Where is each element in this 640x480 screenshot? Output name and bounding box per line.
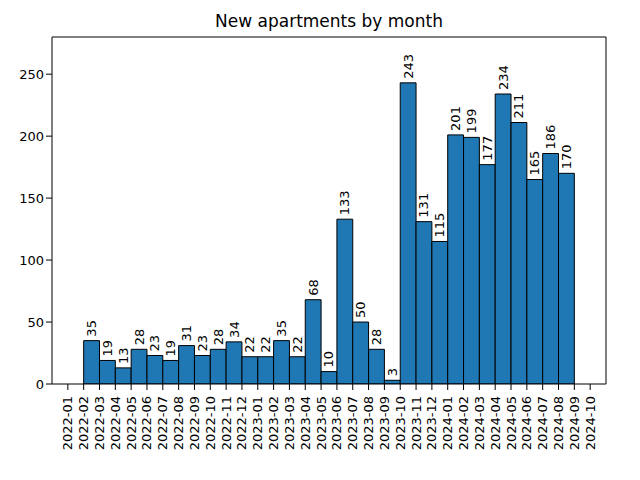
svg-text:13: 13 <box>116 347 131 364</box>
svg-text:2022-05: 2022-05 <box>124 396 139 450</box>
svg-text:2024-08: 2024-08 <box>551 396 566 450</box>
svg-text:22: 22 <box>290 336 305 353</box>
svg-text:2024-05: 2024-05 <box>504 396 519 450</box>
svg-text:133: 133 <box>337 190 352 215</box>
svg-text:23: 23 <box>195 335 210 352</box>
svg-text:35: 35 <box>274 320 289 337</box>
svg-text:2023-11: 2023-11 <box>409 396 424 450</box>
svg-text:35: 35 <box>84 320 99 337</box>
svg-text:201: 201 <box>448 106 463 131</box>
svg-text:28: 28 <box>211 329 226 346</box>
svg-text:2023-10: 2023-10 <box>393 396 408 450</box>
svg-text:2022-10: 2022-10 <box>203 396 218 450</box>
svg-text:2022-09: 2022-09 <box>187 396 202 450</box>
svg-text:50: 50 <box>27 315 44 330</box>
svg-text:2023-02: 2023-02 <box>266 396 281 450</box>
svg-text:34: 34 <box>227 321 242 338</box>
svg-text:131: 131 <box>416 193 431 218</box>
svg-text:2022-06: 2022-06 <box>139 396 154 450</box>
svg-text:199: 199 <box>464 109 479 134</box>
svg-text:2024-09: 2024-09 <box>567 396 582 450</box>
svg-text:2023-06: 2023-06 <box>329 396 344 450</box>
svg-text:234: 234 <box>496 65 511 90</box>
svg-text:10: 10 <box>322 351 337 368</box>
svg-text:22: 22 <box>242 336 257 353</box>
svg-text:2022-08: 2022-08 <box>171 396 186 450</box>
svg-text:23: 23 <box>147 335 162 352</box>
svg-text:31: 31 <box>179 325 194 342</box>
svg-text:250: 250 <box>19 67 44 82</box>
svg-text:200: 200 <box>19 129 44 144</box>
svg-text:2022-04: 2022-04 <box>108 396 123 450</box>
svg-text:115: 115 <box>432 213 447 238</box>
svg-text:2023-07: 2023-07 <box>345 396 360 450</box>
svg-text:2024-04: 2024-04 <box>488 396 503 450</box>
svg-text:2023-01: 2023-01 <box>250 396 265 450</box>
svg-text:186: 186 <box>543 125 558 150</box>
svg-text:28: 28 <box>132 329 147 346</box>
svg-text:2023-05: 2023-05 <box>314 396 329 450</box>
svg-text:2022-11: 2022-11 <box>219 396 234 450</box>
svg-text:2023-03: 2023-03 <box>282 396 297 450</box>
svg-text:2024-01: 2024-01 <box>440 396 455 450</box>
svg-text:2024-06: 2024-06 <box>519 396 534 450</box>
svg-text:2023-08: 2023-08 <box>361 396 376 450</box>
svg-text:28: 28 <box>369 329 384 346</box>
svg-text:177: 177 <box>480 136 495 161</box>
svg-text:2022-07: 2022-07 <box>155 396 170 450</box>
svg-text:100: 100 <box>19 253 44 268</box>
svg-text:2024-03: 2024-03 <box>472 396 487 450</box>
svg-text:3: 3 <box>385 368 400 376</box>
svg-text:170: 170 <box>559 144 574 169</box>
svg-text:50: 50 <box>353 301 368 318</box>
svg-text:0: 0 <box>36 377 44 392</box>
svg-text:2023-04: 2023-04 <box>298 396 313 450</box>
svg-text:2022-03: 2022-03 <box>92 396 107 450</box>
svg-text:2022-02: 2022-02 <box>76 396 91 450</box>
svg-text:2023-12: 2023-12 <box>424 396 439 450</box>
svg-text:2022-01: 2022-01 <box>60 396 75 450</box>
svg-text:211: 211 <box>511 94 526 119</box>
svg-text:165: 165 <box>527 151 542 176</box>
svg-text:150: 150 <box>19 191 44 206</box>
svg-text:2024-07: 2024-07 <box>535 396 550 450</box>
svg-text:19: 19 <box>100 340 115 357</box>
html-text:New apartments by month: New apartments by month <box>215 11 443 31</box>
svg-text:2024-02: 2024-02 <box>456 396 471 450</box>
svg-text:22: 22 <box>258 336 273 353</box>
svg-text:2022-12: 2022-12 <box>234 396 249 450</box>
svg-text:243: 243 <box>401 54 416 79</box>
svg-text:19: 19 <box>163 340 178 357</box>
svg-text:2024-10: 2024-10 <box>583 396 598 450</box>
svg-text:2023-09: 2023-09 <box>377 396 392 450</box>
svg-text:68: 68 <box>306 279 321 296</box>
